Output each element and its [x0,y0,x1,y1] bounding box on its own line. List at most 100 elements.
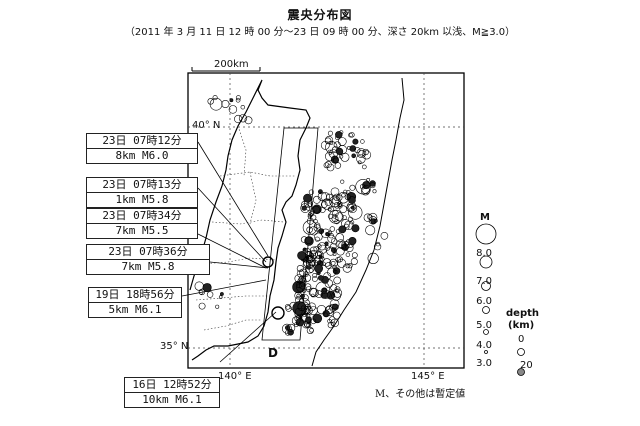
epicenter-circle [301,294,309,302]
epicenter-circle [355,179,371,195]
magnitude-legend-circle [482,306,490,314]
epicenter-circle [331,303,339,311]
epicenter-circle [212,95,218,101]
epicenter-circle [324,160,332,168]
epicenter-circle [337,137,347,146]
epicenter-circle [234,114,243,124]
epicenter-circle [323,312,328,317]
epicenter-circle [366,177,371,182]
lon-label-145: 145° E [411,371,445,382]
epicenter-circle [333,202,341,209]
callout-6-date: 16日 12時52分 [132,378,212,391]
epicenter-circle [309,226,319,236]
epicenter-circle [362,148,369,156]
depth-20: 20 [520,360,533,371]
epicenter-circle [235,97,241,103]
epicenter-circle [360,139,365,144]
callout-4: 23日 07時36分 7km M5.8 [86,244,210,275]
epicenter-circle [308,287,318,297]
callout-1: 23日 07時12分 8km M6.0 [86,133,198,164]
epicenter-circle [340,152,350,162]
epicenter-circle [324,136,334,145]
epicenter-circle [330,284,337,291]
epicenter-circle [360,184,366,190]
scale-label: 200km [214,59,249,70]
epicenter-circle [314,232,323,242]
epicenter-circle [358,149,366,157]
epicenter-circle [341,193,346,198]
graticule [188,73,464,368]
callout-2-detail: 1km M5.8 [87,192,197,207]
epicenter-circle [351,252,358,259]
epicenter-circle [301,305,306,310]
epicenter-circle [328,232,334,239]
callout-4-date: 23日 07時36分 [108,245,188,258]
epicenter-circle [305,236,313,245]
epicenter-circle [312,272,318,278]
epicenter-circle [365,225,376,236]
epicenter-circle [238,114,248,123]
epicenter-circle [344,194,351,201]
mag-7: 7.0 [476,276,492,287]
epicenter-circle [229,98,234,103]
epicenter-circle [360,186,370,196]
epicenter-circle [356,148,367,158]
epicenter-circle [349,145,357,152]
epicenter-circle [207,98,214,105]
magnitude-legend-circle [484,350,488,354]
epicenter-circle [363,213,373,222]
epicenter-circle [330,155,339,164]
epicenter-circle [297,251,306,260]
epicenter-circle [334,286,341,293]
epicenter-circle [327,267,337,277]
epicenter-circle [305,316,311,323]
epicenter-circle [300,203,311,213]
epicenter-circle [347,263,353,269]
epicenter-circle [314,236,320,242]
epicenter-circle [317,191,327,202]
epicenter-circle [338,225,347,234]
epicenter-circle [324,199,332,206]
epicenter-circle [308,268,314,273]
epicenter-circle [306,265,311,270]
map-frame [187,72,465,369]
epicenter-circle [337,202,342,207]
epicenter-circle [325,232,329,236]
epicenter-circle [348,237,357,246]
epicenter-circle [357,160,362,165]
epicenter-circle [322,258,332,267]
epicenter-circle [320,140,330,150]
epicenter-circle [315,290,323,298]
epicenter-circle [281,323,292,334]
epicenter-circle [349,132,355,138]
epicenter-circle [327,322,334,329]
lon-label-140: 140° E [218,371,252,382]
epicenter-circle [235,95,241,101]
epicenter-circle [350,257,358,265]
epicenter-circle [206,291,214,298]
epicenter-circle [284,303,291,310]
epicenter-circle [339,154,344,159]
depth-0: 0 [518,334,525,345]
callout-5: 19日 18時56分 5km M6.1 [88,287,182,318]
epicenter-circle [215,304,220,309]
epicenter-circle [305,286,312,292]
epicenter-circle [218,295,223,299]
lat-label-40: 40° N [192,120,221,131]
region-label: D [268,346,278,360]
epicenter-circle [330,187,340,197]
epicenter-circle [323,162,330,169]
epicenter-circle [332,197,340,205]
epicenter-circle [324,245,331,251]
epicenter-circle [332,252,337,257]
epicenter-circle [343,189,348,195]
epicenter-circle [321,198,333,210]
callout-4-detail: 7km M5.8 [87,259,209,274]
epicenter-circle [368,216,378,225]
epicenter-circle [325,262,332,269]
epicenter-circle [348,132,353,138]
epicenter-circle [309,328,314,333]
epicenter-circle [299,282,307,290]
epicenter-circle [202,283,212,293]
